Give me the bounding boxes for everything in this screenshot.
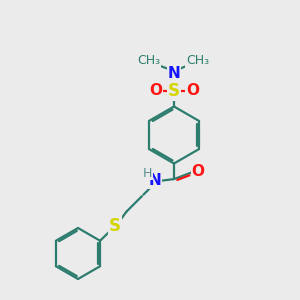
Text: O: O (149, 83, 162, 98)
Text: N: N (168, 66, 180, 81)
Text: CH₃: CH₃ (186, 54, 209, 68)
Text: S: S (109, 217, 121, 235)
Text: H: H (143, 167, 153, 180)
Text: O: O (186, 83, 199, 98)
Text: N: N (149, 173, 161, 188)
Text: S: S (168, 82, 180, 100)
Text: CH₃: CH₃ (137, 54, 160, 68)
Text: O: O (191, 164, 205, 178)
